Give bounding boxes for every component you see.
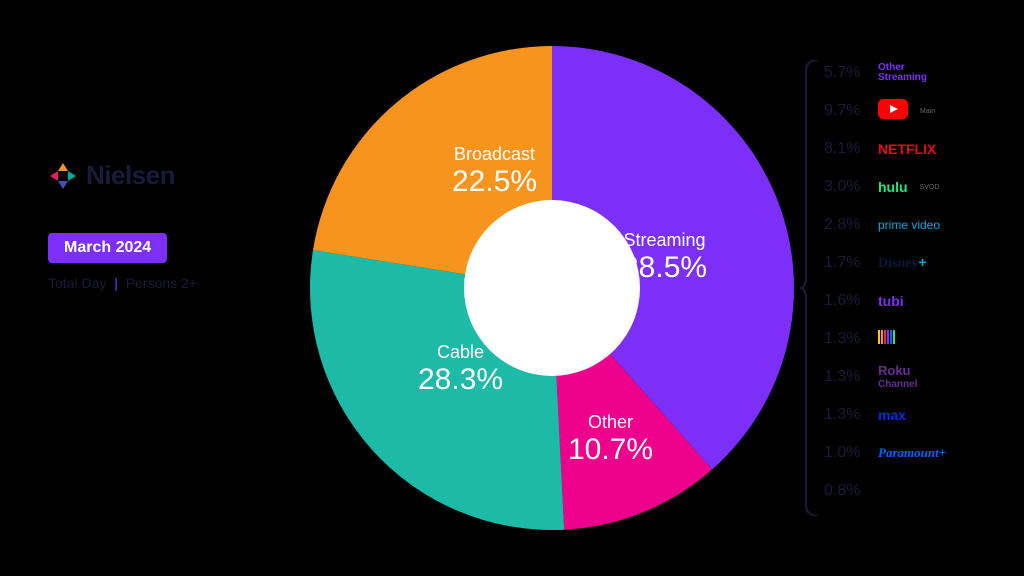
breakdown-row: 2.8% prime video [824, 206, 1014, 244]
breakdown-pct: 1.7% [824, 254, 868, 272]
donut-hole [464, 200, 640, 376]
brand-logo: Nielsen [48, 160, 248, 191]
breakdown-pct: 1.3% [824, 368, 868, 386]
streaming-breakdown: 5.7% OtherStreaming 9.7% Main 8.1% NETFLIX 3.0… [824, 54, 1014, 510]
subtitle: Total Day | Persons 2+ [48, 275, 248, 291]
breakdown-label: NETFLIX [878, 141, 936, 157]
breakdown-pct: 8.1% [824, 140, 868, 158]
breakdown-label: OtherStreaming [878, 63, 927, 83]
breakdown-label: RokuChannel [878, 365, 917, 389]
brand-name: Nielsen [86, 160, 175, 191]
breakdown-pct: 2.8% [824, 216, 868, 234]
donut-chart: Streaming38.5%Other10.7%Cable28.3%Broadc… [310, 46, 794, 530]
date-badge: March 2024 [48, 233, 167, 263]
left-panel: Nielsen March 2024 Total Day | Persons 2… [48, 160, 248, 291]
breakdown-pct: 1.3% [824, 330, 868, 348]
breakdown-row: 1.0% Paramount+ [824, 434, 1014, 472]
breakdown-label: tubi [878, 293, 904, 309]
breakdown-row: 0.8% Pluto TV [824, 472, 1014, 510]
breakdown-row: 3.0% hulu SVOD [824, 168, 1014, 206]
subtitle-right: Persons 2+ [126, 275, 197, 291]
subtitle-divider: | [114, 275, 118, 291]
breakdown-row: 1.3% RokuChannel [824, 358, 1014, 396]
breakdown-pct: 1.3% [824, 406, 868, 424]
breakdown-pct: 1.0% [824, 444, 868, 462]
breakdown-label: Paramount+ [878, 444, 946, 462]
breakdown-pct: 3.0% [824, 178, 868, 196]
breakdown-label [878, 330, 895, 349]
breakdown-label: Pluto TV [878, 483, 935, 499]
breakdown-row: 9.7% Main [824, 92, 1014, 130]
nielsen-icon [48, 161, 78, 191]
donut-svg [310, 46, 794, 530]
breakdown-label [878, 99, 908, 124]
subtitle-left: Total Day [48, 275, 106, 291]
breakdown-row: 1.6% tubi [824, 282, 1014, 320]
breakdown-label: max [878, 407, 906, 423]
breakdown-label: prime video [878, 218, 940, 232]
breakdown-label: Disney+ [878, 254, 927, 272]
breakdown-note: SVOD [920, 184, 940, 191]
breakdown-pct: 0.8% [824, 482, 868, 500]
breakdown-row: 5.7% OtherStreaming [824, 54, 1014, 92]
breakdown-bracket [800, 60, 818, 516]
breakdown-note: Main [920, 108, 935, 115]
breakdown-pct: 1.6% [824, 292, 868, 310]
breakdown-pct: 5.7% [824, 64, 868, 82]
breakdown-label: hulu [878, 179, 908, 195]
breakdown-row: 8.1% NETFLIX [824, 130, 1014, 168]
breakdown-row: 1.3% max [824, 396, 1014, 434]
breakdown-row: 1.3% [824, 320, 1014, 358]
breakdown-row: 1.7% Disney+ [824, 244, 1014, 282]
breakdown-pct: 9.7% [824, 102, 868, 120]
